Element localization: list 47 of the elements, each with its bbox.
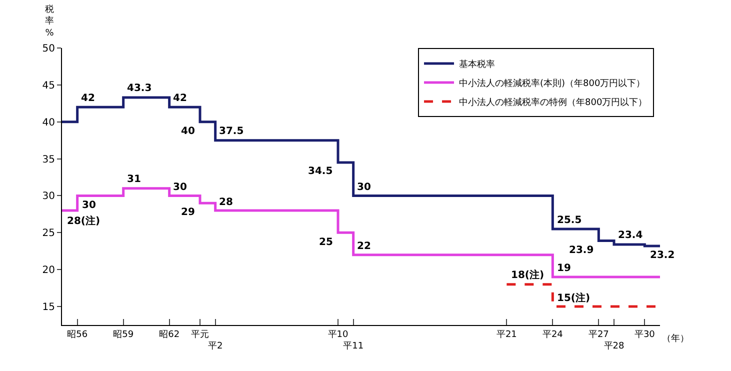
data-label: 25 bbox=[319, 237, 333, 248]
data-label: 22 bbox=[357, 241, 371, 252]
data-label: 23.4 bbox=[618, 230, 643, 241]
legend-label: 中小法人の軽減税率(本則)（年800万円以下） bbox=[459, 78, 646, 90]
x-tick-label: 平11 bbox=[343, 342, 364, 352]
data-label: 42 bbox=[81, 93, 95, 104]
data-label: 15(注) bbox=[557, 292, 590, 304]
y-tick-label: 50 bbox=[42, 44, 55, 54]
x-tick-label: 平28 bbox=[604, 342, 624, 352]
data-label: 25.5 bbox=[557, 215, 582, 226]
x-tick-label: 平27 bbox=[588, 330, 609, 340]
data-label: 34.5 bbox=[308, 166, 333, 177]
data-label: 42 bbox=[173, 93, 187, 104]
x-tick-label: 平元 bbox=[191, 328, 209, 340]
data-label: 31 bbox=[127, 174, 141, 185]
y-tick-label: 45 bbox=[42, 80, 55, 92]
y-tick-label: 15 bbox=[42, 302, 55, 314]
data-label: 23.9 bbox=[569, 245, 594, 256]
y-tick-label: 25 bbox=[42, 228, 55, 240]
data-label: 23.2 bbox=[650, 250, 675, 261]
data-label: 18(注) bbox=[511, 269, 544, 281]
y-tick-label: 40 bbox=[42, 117, 55, 128]
x-tick-label: 平2 bbox=[208, 342, 223, 352]
data-label: 37.5 bbox=[219, 126, 244, 137]
x-tick-label: 平30 bbox=[634, 330, 656, 340]
data-label: 30 bbox=[357, 182, 371, 193]
data-label: 28(注) bbox=[67, 215, 100, 227]
x-tick-label: 昭56 bbox=[67, 328, 88, 340]
x-tick-label: 昭62 bbox=[159, 328, 180, 340]
data-label: 29 bbox=[181, 207, 195, 218]
y-tick-label: 20 bbox=[42, 265, 55, 276]
y-tick-label: 30 bbox=[42, 191, 55, 202]
x-tick-label: 平10 bbox=[328, 330, 348, 340]
x-tick-label: 昭59 bbox=[113, 328, 134, 340]
data-label: 30 bbox=[82, 200, 96, 211]
x-tick-label: 平21 bbox=[496, 330, 517, 340]
data-label: 40 bbox=[181, 126, 195, 137]
x-tick-label: 平24 bbox=[542, 330, 564, 340]
y-axis-title: 税率% bbox=[45, 4, 54, 38]
legend-label: 中小法人の軽減税率の特例（年800万円以下） bbox=[459, 97, 648, 108]
legend-label: 基本税率 bbox=[459, 59, 496, 70]
data-label: 43.3 bbox=[127, 83, 152, 94]
data-label: 19 bbox=[557, 263, 571, 274]
data-label: 30 bbox=[173, 182, 187, 193]
x-axis-title: （年） bbox=[662, 333, 689, 344]
y-tick-label: 35 bbox=[42, 154, 55, 166]
data-label: 28 bbox=[219, 197, 233, 208]
